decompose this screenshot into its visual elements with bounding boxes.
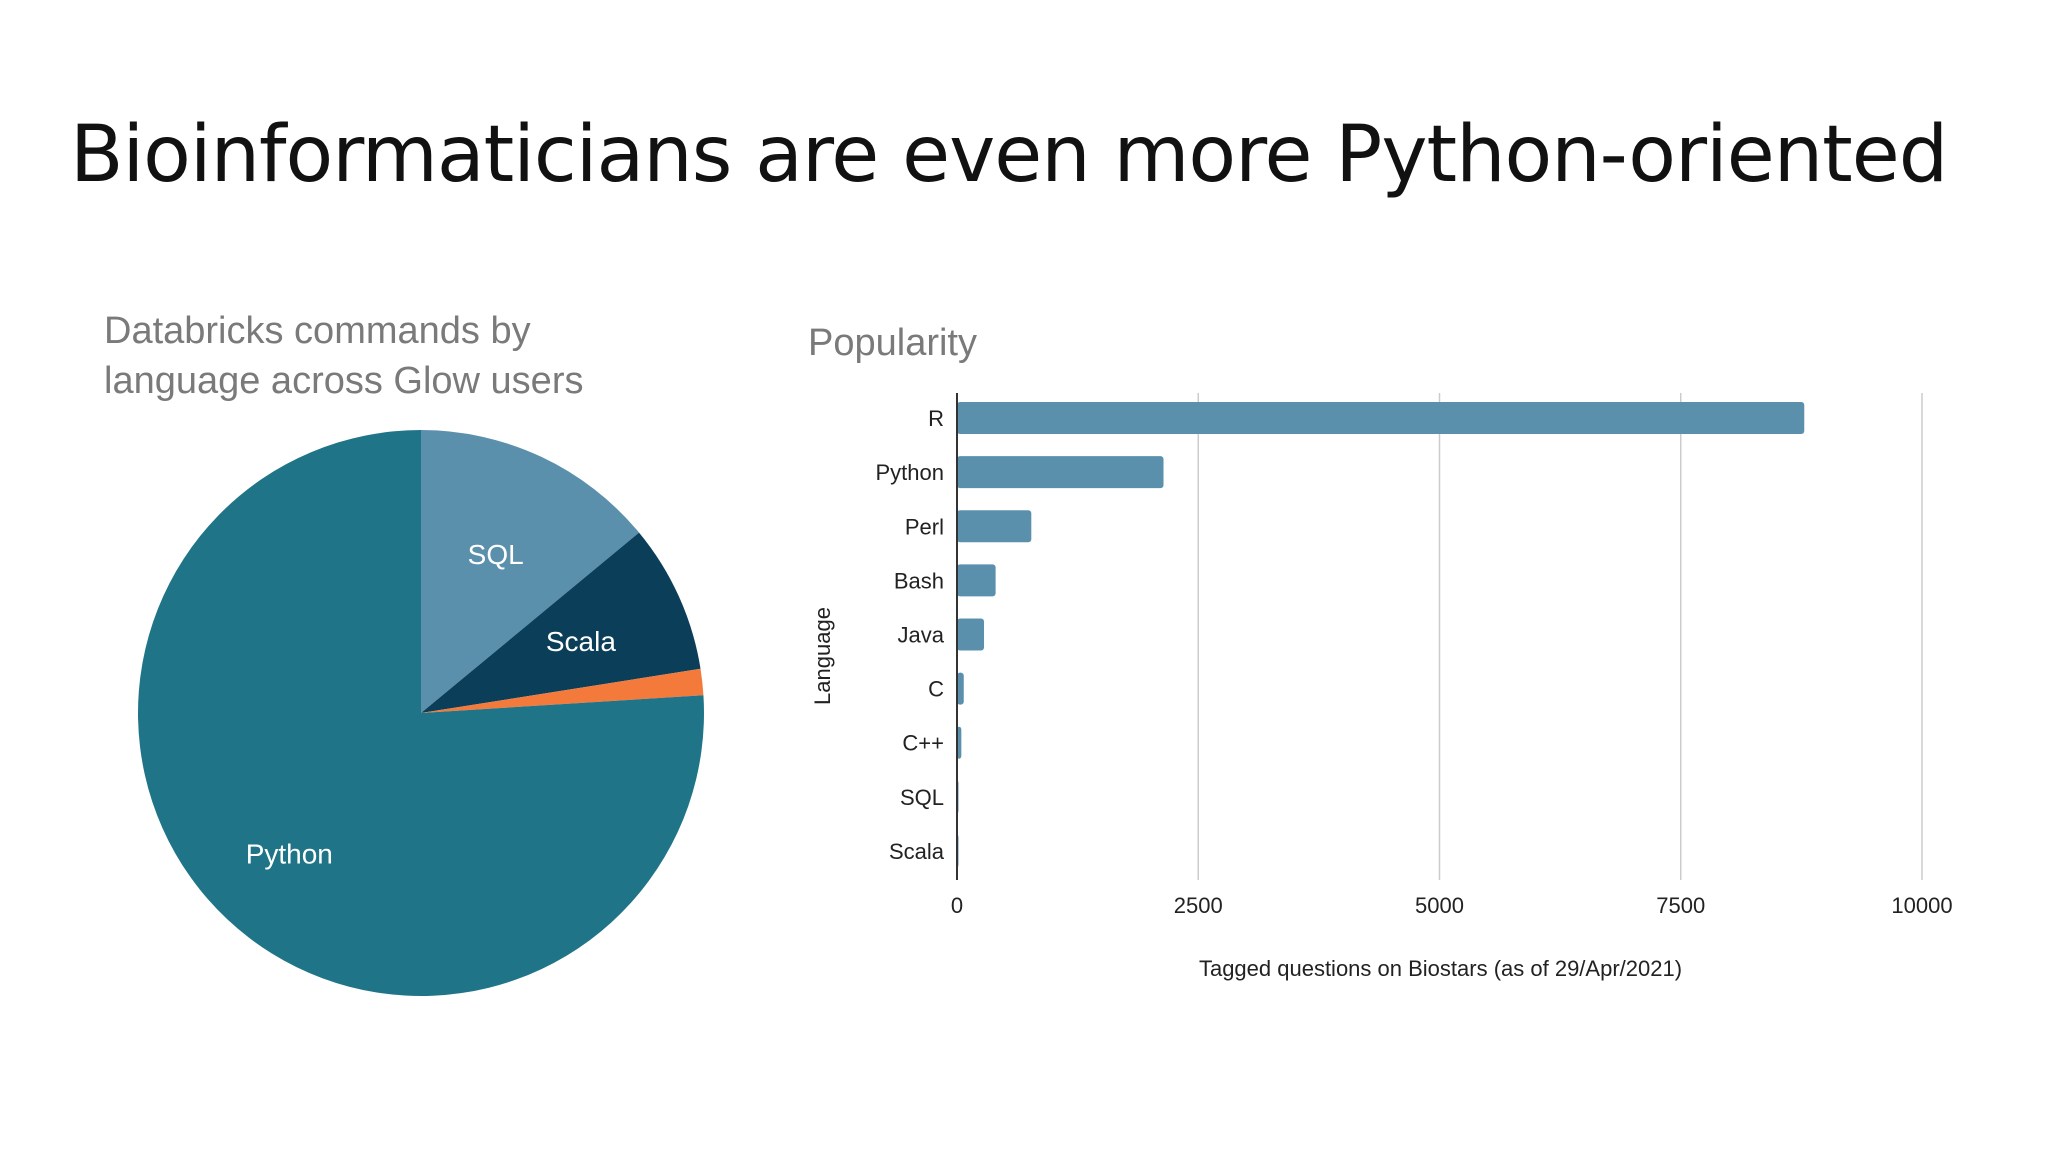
bar-java	[957, 618, 985, 651]
y-axis-title: Language	[810, 607, 835, 705]
bar-bash	[957, 564, 996, 597]
x-tick-label: 10000	[1891, 893, 1952, 918]
pie-slice-scala	[421, 532, 701, 713]
y-tick-label: C++	[902, 731, 944, 756]
pie-label-python: Python	[246, 838, 333, 869]
y-tick-label: C	[928, 677, 944, 702]
pie-slice-python	[137, 430, 704, 996]
pie-chart-title-line-2: language across Glow users	[104, 360, 584, 402]
bar-r	[957, 402, 1805, 435]
bar-chart-title: Popularity	[808, 322, 977, 364]
pie-slice-other	[421, 668, 704, 713]
x-tick-label: 7500	[1656, 893, 1705, 918]
y-tick-label: Java	[898, 623, 945, 648]
x-axis-title: Tagged questions on Biostars (as of 29/A…	[1199, 956, 1682, 981]
pie-slice-sql	[421, 430, 640, 713]
y-tick-label: Bash	[894, 568, 944, 593]
y-tick-label: SQL	[900, 785, 944, 810]
pie-label-sql: SQL	[468, 539, 524, 570]
y-tick-label: R	[928, 406, 944, 431]
bar-cpp	[957, 726, 962, 759]
y-tick-label: Python	[876, 460, 945, 485]
y-tick-label: Scala	[889, 839, 945, 864]
pie-chart-title-line-1: Databricks commands by	[104, 310, 531, 352]
pie-chart-title: Databricks commands by language across G…	[104, 306, 583, 406]
bar-c	[957, 672, 964, 705]
slide-title: Bioinformaticians are even more Python-o…	[70, 110, 1948, 200]
bar-python	[957, 456, 1164, 489]
pie-label-scala: Scala	[546, 626, 616, 657]
x-tick-label: 0	[951, 893, 963, 918]
y-tick-label: Perl	[905, 514, 944, 539]
bar-perl	[957, 510, 1032, 543]
x-tick-label: 5000	[1415, 893, 1464, 918]
x-tick-label: 2500	[1174, 893, 1223, 918]
